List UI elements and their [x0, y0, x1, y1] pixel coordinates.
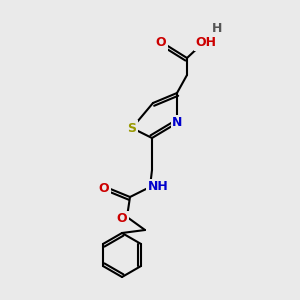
- Text: H: H: [212, 22, 222, 35]
- Text: NH: NH: [148, 181, 168, 194]
- Text: O: O: [117, 212, 127, 226]
- Text: N: N: [172, 116, 182, 130]
- Text: O: O: [99, 182, 109, 194]
- Text: OH: OH: [196, 37, 217, 50]
- Text: O: O: [156, 37, 166, 50]
- Text: S: S: [128, 122, 136, 134]
